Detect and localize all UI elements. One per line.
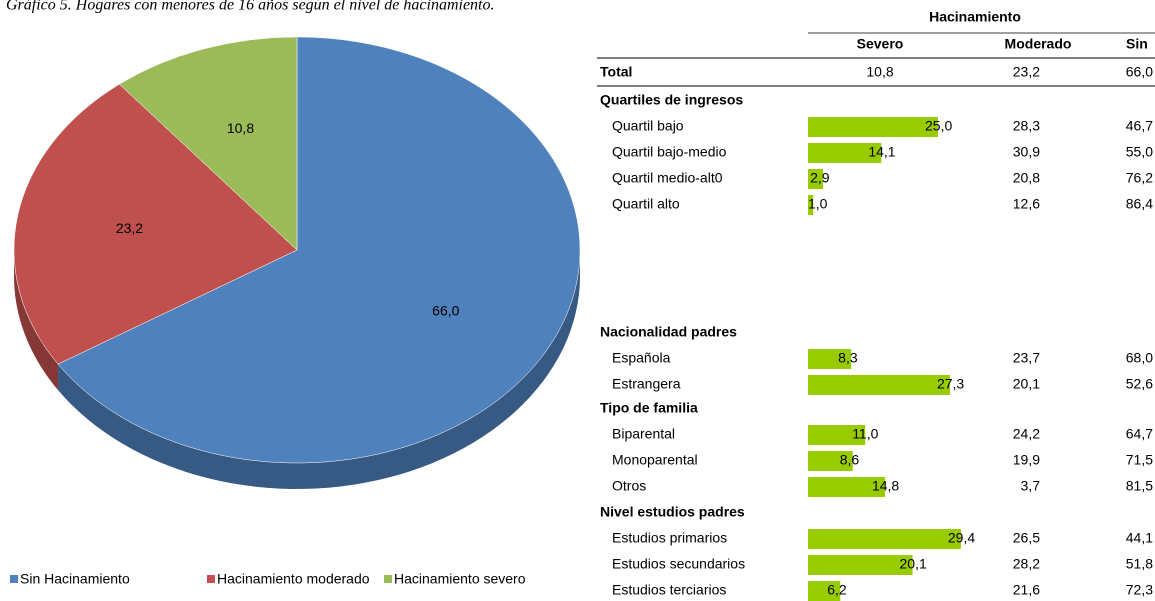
cell: 6,2 bbox=[827, 582, 847, 598]
row-label: Quartil bajo-medio bbox=[612, 144, 727, 160]
bar bbox=[808, 477, 885, 497]
bar bbox=[808, 581, 841, 601]
data-label: 66,0 bbox=[432, 302, 459, 318]
cell: 64,7 bbox=[1126, 426, 1153, 442]
cell: 44,1 bbox=[1126, 530, 1153, 546]
row-label: Monoparental bbox=[612, 452, 698, 468]
row-label: Estudios primarios bbox=[612, 530, 727, 546]
cell: 3,7 bbox=[1021, 478, 1041, 494]
bar bbox=[808, 143, 882, 163]
cell: 1,0 bbox=[808, 196, 828, 212]
cell: 52,6 bbox=[1126, 376, 1153, 392]
row-label: Estudios secundarios bbox=[612, 556, 745, 572]
cell: 20,1 bbox=[1013, 376, 1040, 392]
cell: 28,2 bbox=[1013, 556, 1040, 572]
cell: 14,8 bbox=[872, 478, 899, 494]
legend-label: Hacinamiento moderado bbox=[217, 571, 370, 587]
cell: 46,7 bbox=[1126, 118, 1153, 134]
cell: 2,9 bbox=[810, 170, 830, 186]
legend-label: Sin Hacinamiento bbox=[20, 571, 130, 587]
chart-title: Gráfico 5. Hogares con menores de 16 año… bbox=[6, 0, 495, 14]
bar bbox=[808, 195, 814, 215]
cell: 23,2 bbox=[1013, 64, 1040, 80]
cell: 8,6 bbox=[840, 452, 860, 468]
section-title: Tipo de familia bbox=[600, 400, 698, 416]
slice-side bbox=[14, 250, 59, 391]
bar bbox=[808, 451, 853, 471]
row-label: Quartil medio-alt0 bbox=[612, 170, 723, 186]
cell: 19,9 bbox=[1013, 452, 1040, 468]
cell: 23,7 bbox=[1013, 350, 1040, 366]
cell: 21,6 bbox=[1013, 582, 1040, 598]
cell: 30,9 bbox=[1013, 144, 1040, 160]
row-label: Biparental bbox=[612, 426, 675, 442]
pie-slice bbox=[57, 36, 581, 464]
bar bbox=[808, 349, 852, 369]
row-label: Quartil bajo bbox=[612, 118, 684, 134]
data-label: 10,8 bbox=[227, 120, 254, 136]
cell: 26,5 bbox=[1013, 530, 1040, 546]
legend-swatch bbox=[207, 575, 215, 583]
data-label: 23,2 bbox=[116, 220, 143, 236]
section-title: Nacionalidad padres bbox=[600, 324, 737, 340]
row-label: Otros bbox=[612, 478, 646, 494]
bar bbox=[808, 425, 866, 445]
cell: 55,0 bbox=[1126, 144, 1153, 160]
cell: 28,3 bbox=[1013, 118, 1040, 134]
cell: 12,6 bbox=[1013, 196, 1040, 212]
pie-slice bbox=[13, 83, 298, 365]
cell: 27,3 bbox=[937, 376, 964, 392]
bar bbox=[808, 555, 913, 575]
pie-slice bbox=[118, 36, 298, 251]
section-title: Quartiles de ingresos bbox=[600, 92, 743, 108]
cell: 20,1 bbox=[900, 556, 927, 572]
cell: 24,2 bbox=[1013, 426, 1040, 442]
row-label: Española bbox=[612, 350, 671, 366]
cell: 29,4 bbox=[948, 530, 975, 546]
cell: 51,8 bbox=[1126, 556, 1153, 572]
cell: 76,2 bbox=[1126, 170, 1153, 186]
column-header: Severo bbox=[857, 36, 904, 52]
cell: 20,8 bbox=[1013, 170, 1040, 186]
group-header: Hacinamiento bbox=[929, 9, 1021, 25]
row-label: Total bbox=[600, 64, 632, 80]
section-title: Nivel estudios padres bbox=[600, 504, 745, 520]
cell: 86,4 bbox=[1126, 196, 1153, 212]
legend-swatch bbox=[10, 575, 18, 583]
cell: 10,8 bbox=[866, 64, 893, 80]
bar bbox=[808, 375, 950, 395]
cell: 81,5 bbox=[1126, 478, 1153, 494]
column-header: Moderado bbox=[1005, 36, 1072, 52]
cell: 72,3 bbox=[1126, 582, 1153, 598]
cell: 25,0 bbox=[925, 118, 952, 134]
row-label: Quartil alto bbox=[612, 196, 680, 212]
legend-label: Hacinamiento severo bbox=[394, 571, 526, 587]
cell: 68,0 bbox=[1126, 350, 1153, 366]
cell: 66,0 bbox=[1126, 64, 1153, 80]
row-label: Estudios terciarios bbox=[612, 582, 726, 598]
bar bbox=[808, 117, 938, 137]
cell: 8,3 bbox=[838, 350, 858, 366]
legend-swatch bbox=[384, 575, 392, 583]
row-label: Estrangera bbox=[612, 376, 681, 392]
bar bbox=[808, 169, 824, 189]
cell: 71,5 bbox=[1126, 452, 1153, 468]
cell: 14,1 bbox=[868, 144, 895, 160]
cell: 11,0 bbox=[852, 426, 878, 442]
bar bbox=[808, 529, 961, 549]
column-header: Sin bbox=[1126, 36, 1148, 52]
